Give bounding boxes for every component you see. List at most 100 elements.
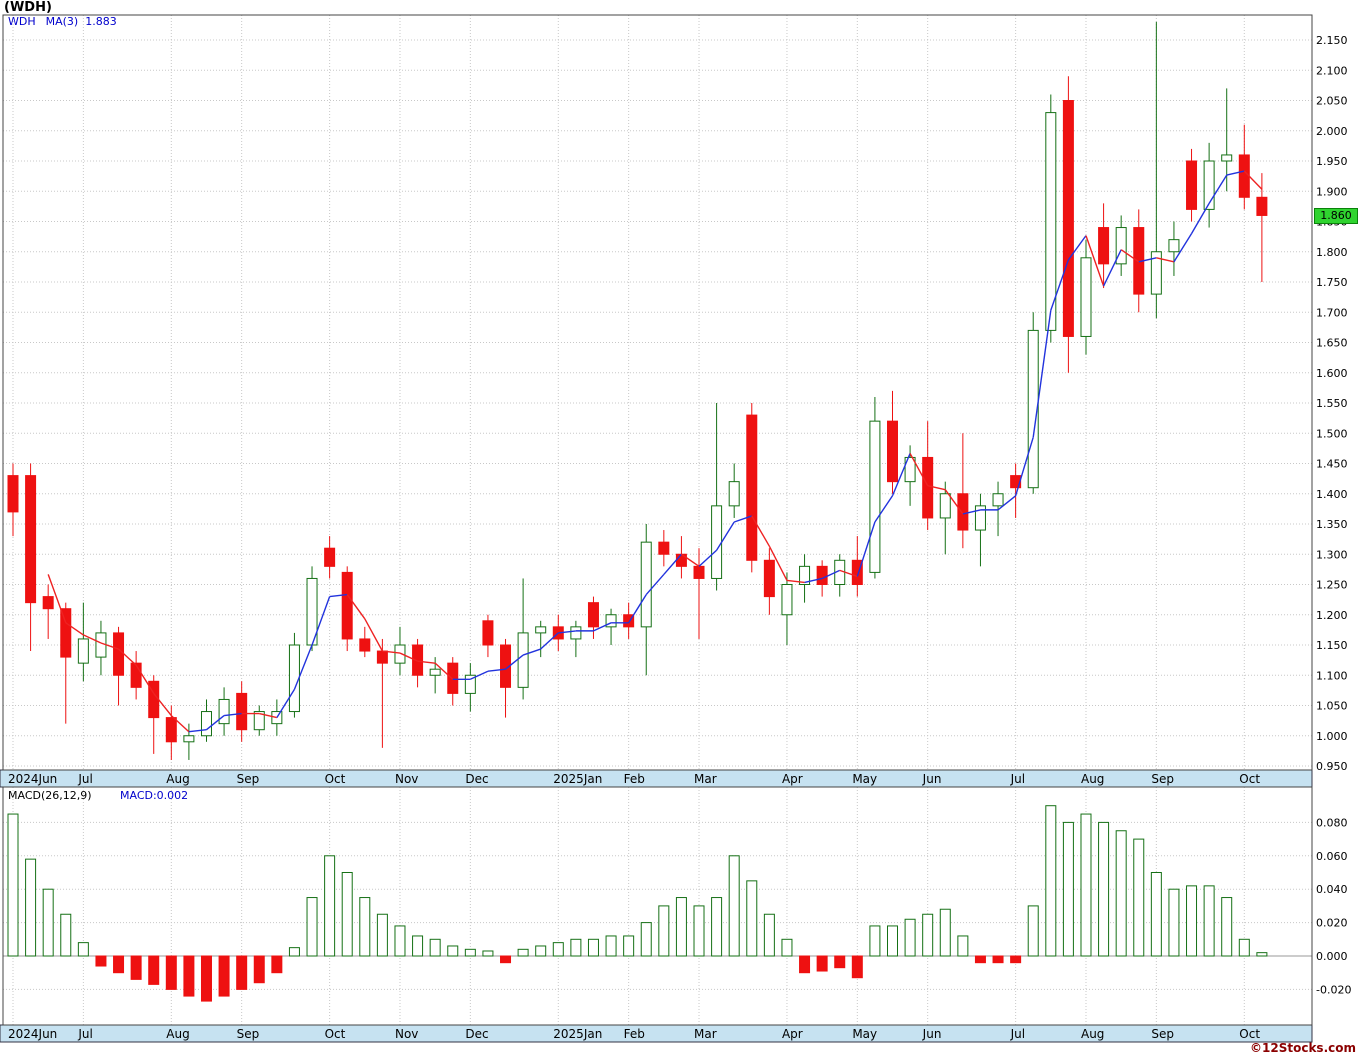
month-label: 2025Jan <box>553 1027 602 1041</box>
ma3-segment <box>311 596 331 646</box>
month-label: Feb <box>624 772 645 786</box>
month-label: Mar <box>694 1027 717 1041</box>
month-label: Apr <box>782 772 803 786</box>
candle-body <box>1027 329 1039 489</box>
macd-bar <box>271 955 283 974</box>
ma3-segment <box>1014 437 1034 496</box>
price-tick-label: 1.000 <box>1316 730 1348 743</box>
ma3-segment <box>135 664 155 694</box>
ma3-segment <box>1156 257 1175 263</box>
candle-body <box>922 456 934 519</box>
macd-bar <box>939 908 951 957</box>
macd-bar <box>1203 885 1215 957</box>
legend-ma-value: 1.883 <box>85 15 117 28</box>
macd-bar <box>95 955 107 967</box>
page-title: (WDH) <box>4 0 52 15</box>
candle-body <box>851 559 863 585</box>
price-tick-label: 1.100 <box>1316 669 1348 682</box>
x-axis-strips <box>0 769 1313 1043</box>
candle-body <box>781 584 793 616</box>
month-label: Nov <box>395 1027 418 1041</box>
candle-body <box>640 541 652 628</box>
month-label: Sep <box>1151 772 1174 786</box>
macd-axis-labels: 0.080 0.060 0.040 0.020 0.000 -0.020 <box>1316 816 1351 996</box>
ma3-segment <box>224 712 242 717</box>
month-label: Dec <box>465 772 488 786</box>
macd-bar <box>1115 830 1127 957</box>
macd-bar <box>517 948 529 957</box>
macd-bar <box>130 955 142 980</box>
ma3-segment <box>874 495 894 523</box>
ma3-segment <box>733 515 753 523</box>
month-label: 2024Jun <box>8 1027 57 1041</box>
macd-tick-label: 0.060 <box>1316 850 1348 863</box>
macd-bar <box>623 935 635 957</box>
candle-body <box>394 644 406 664</box>
macd-bar <box>165 955 177 990</box>
candle-body <box>799 565 811 585</box>
month-label: Jul <box>1010 772 1025 786</box>
price-tick-label: 1.250 <box>1316 579 1348 592</box>
candle-body <box>482 620 494 646</box>
macd-bar <box>183 955 195 997</box>
candle-body <box>218 698 230 725</box>
macd-bar <box>359 897 371 957</box>
macd-bar <box>1221 897 1233 957</box>
price-tick-label: 1.950 <box>1316 155 1348 168</box>
ma3-segment <box>1226 170 1245 176</box>
candle-body <box>77 638 89 664</box>
month-label: Jul <box>1010 1027 1025 1041</box>
ma3-segment <box>891 453 911 497</box>
month-label: Jul <box>77 772 92 786</box>
month-label: Feb <box>624 1027 645 1041</box>
ma3-segment <box>1032 310 1052 438</box>
month-label: Mar <box>694 772 717 786</box>
ma3-segment <box>47 574 67 624</box>
macd-bar <box>42 888 54 957</box>
ma3-segment <box>505 654 524 670</box>
ma3-segment <box>65 622 84 636</box>
candle-body <box>464 674 476 694</box>
ma3-segment <box>276 688 296 718</box>
ma3-segment <box>751 515 770 547</box>
ma3-segment <box>83 634 102 644</box>
candle-body <box>447 662 459 694</box>
month-label: Oct <box>1239 1027 1260 1041</box>
ma3-segment <box>804 577 823 584</box>
ma3-segment <box>786 579 805 584</box>
ma3-segment <box>1190 202 1210 234</box>
watermark: ©12Stocks.com <box>1250 1041 1356 1055</box>
month-label: May <box>852 772 877 786</box>
candle-body <box>1168 239 1180 253</box>
macd-bar <box>429 938 441 957</box>
macd-tick-label: 0.040 <box>1316 883 1348 896</box>
macd-tick-label: 0.000 <box>1316 950 1348 963</box>
macd-bar <box>500 955 512 964</box>
candle-body <box>728 481 740 507</box>
candle-body <box>95 632 107 658</box>
legend-ma-label: MA(3) <box>45 15 79 28</box>
macd-bar <box>341 872 353 957</box>
macd-bar <box>1238 938 1250 957</box>
candle-body <box>1010 475 1022 489</box>
candle-body <box>412 644 424 676</box>
candle-body <box>974 505 986 531</box>
candle-body <box>658 541 670 555</box>
candle-body <box>816 565 828 585</box>
ma3-segment <box>558 630 576 634</box>
ma3-segment <box>839 569 858 578</box>
month-label: May <box>852 1027 877 1041</box>
candle-body <box>623 614 635 628</box>
candle-body <box>711 505 723 579</box>
price-tick-label: 2.050 <box>1316 95 1348 108</box>
candle-body <box>587 602 599 628</box>
month-label: Jul <box>77 1027 92 1041</box>
ma3-segment <box>540 632 559 650</box>
ma3-segment <box>364 618 384 652</box>
macd-bar <box>236 955 248 990</box>
ma3-segment <box>417 660 436 664</box>
macd-bar <box>306 897 318 957</box>
ma3-segment <box>593 622 612 632</box>
macd-bar <box>288 947 300 957</box>
